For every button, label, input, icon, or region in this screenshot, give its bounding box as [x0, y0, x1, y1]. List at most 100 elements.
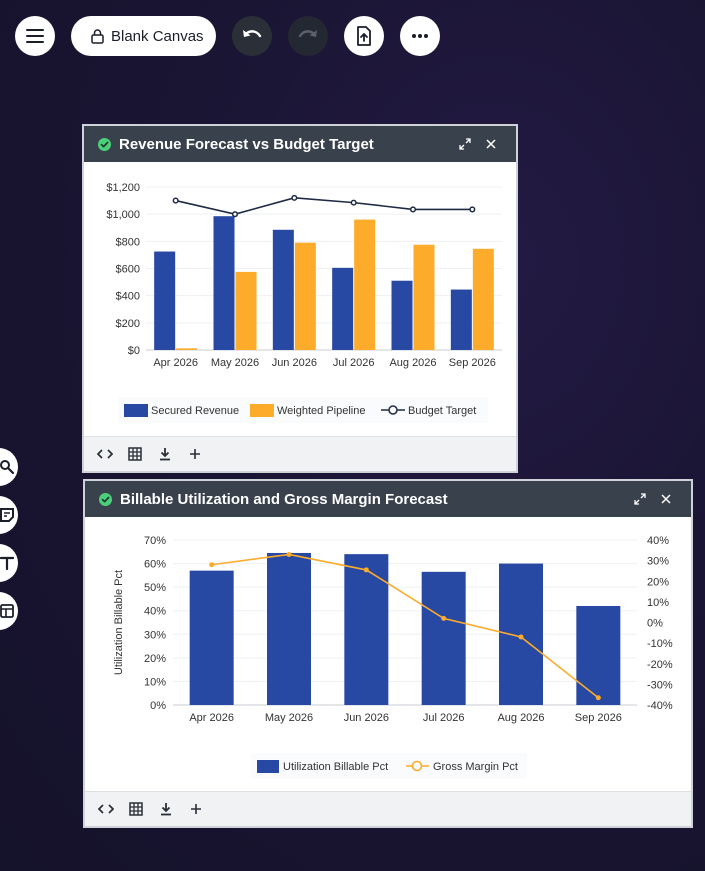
sticky-note-tool-button[interactable]	[0, 496, 18, 534]
search-tool-button[interactable]	[0, 448, 18, 486]
legend-swatch-gross-margin-point	[411, 760, 423, 772]
menu-icon	[26, 29, 44, 43]
legend-box	[118, 397, 488, 423]
download-icon	[160, 448, 170, 461]
budget-target-point	[291, 194, 298, 201]
code-view-button[interactable]	[97, 800, 115, 818]
secured-revenue-bar	[450, 289, 472, 350]
budget-target-point	[469, 206, 476, 213]
y-tick-label: 10%	[144, 676, 166, 688]
utilization-chart: 0% 10% 20% 30% 40% 50% 60% 70% -40% -30% -20% -10% 0…	[113, 535, 673, 779]
x-tick-label: May 2026	[211, 357, 259, 369]
gross-margin-line	[211, 553, 599, 699]
check-circle-icon	[99, 492, 112, 506]
search-icon	[0, 460, 14, 474]
download-button[interactable]	[157, 800, 175, 818]
redo-button[interactable]	[288, 16, 328, 56]
close-button[interactable]	[653, 494, 679, 504]
table-view-button[interactable]	[126, 445, 144, 463]
table-view-button[interactable]	[127, 800, 145, 818]
budget-target-line	[175, 197, 473, 215]
code-view-button[interactable]	[96, 445, 114, 463]
secured-revenue-bar	[332, 267, 354, 350]
card-header[interactable]: Billable Utilization and Gross Margin Fo…	[85, 481, 691, 517]
expand-button[interactable]	[452, 138, 478, 150]
legend-label: Utilization Billable Pct	[283, 761, 388, 773]
y-tick-label: 50%	[144, 582, 166, 594]
card-header[interactable]: Revenue Forecast vs Budget Target	[84, 126, 516, 162]
gross-margin-point	[441, 615, 447, 621]
add-button[interactable]	[187, 800, 205, 818]
add-icon	[190, 449, 200, 459]
expand-icon	[634, 493, 646, 505]
text-tool-button[interactable]	[0, 544, 18, 582]
secured-revenue-bar	[391, 280, 413, 350]
legend-swatch-budget-target-point	[388, 405, 398, 415]
y2-tick-label: 40%	[647, 535, 669, 547]
undo-icon	[243, 30, 262, 38]
legend-box	[251, 753, 527, 779]
export-button[interactable]	[344, 16, 384, 56]
y-tick-label: 70%	[144, 535, 166, 547]
canvas-name-button[interactable]: Blank Canvas	[71, 16, 216, 56]
budget-target-point	[231, 211, 239, 218]
budget-target-point	[350, 199, 357, 206]
x-tick-label: Sep 2026	[575, 712, 622, 724]
check-circle-icon	[98, 137, 111, 151]
gross-margin-point	[363, 567, 369, 573]
y-tick-label: $600	[116, 264, 140, 276]
add-icon	[191, 804, 201, 814]
y-tick-label: $1,200	[106, 182, 140, 194]
utilization-bar	[344, 554, 389, 705]
y2-tick-label: 10%	[647, 597, 669, 609]
y-tick-label: $200	[116, 318, 140, 330]
menu-button[interactable]	[15, 16, 55, 56]
more-options-button[interactable]	[400, 16, 440, 56]
y-tick-label: 30%	[144, 629, 166, 641]
y-tick-label: 20%	[144, 653, 166, 665]
card-toolbar	[84, 436, 516, 471]
layout-tool-button[interactable]	[0, 592, 18, 630]
y2-tick-label: -10%	[647, 638, 673, 650]
expand-icon	[459, 138, 471, 150]
download-button[interactable]	[156, 445, 174, 463]
table-icon	[128, 447, 142, 461]
legend-swatch-secured-revenue	[124, 404, 148, 417]
table-icon	[129, 802, 143, 816]
undo-button[interactable]	[232, 16, 272, 56]
weighted-pipeline-bar	[472, 248, 494, 350]
close-icon	[661, 494, 671, 504]
canvas-name-label: Blank Canvas	[111, 27, 204, 45]
code-icon	[97, 449, 113, 459]
legend-label: Secured Revenue	[151, 405, 239, 417]
layout-icon	[0, 604, 14, 618]
y2-tick-label: -20%	[647, 659, 673, 671]
revenue-chart: $0 $200 $400 $600 $800 $1,000 $1,200 Apr 2026 Ma…	[106, 182, 502, 423]
expand-button[interactable]	[627, 493, 653, 505]
close-button[interactable]	[478, 139, 504, 149]
gross-margin-point	[595, 695, 601, 701]
legend-swatch-utilization	[257, 760, 279, 773]
y-tick-label: 0%	[150, 700, 166, 712]
legend-swatch-weighted-pipeline	[250, 404, 274, 417]
x-tick-label: Jun 2026	[344, 712, 389, 724]
y2-tick-label: 30%	[647, 556, 669, 568]
y-tick-label: $800	[116, 236, 140, 248]
legend-label: Weighted Pipeline	[277, 405, 365, 417]
add-button[interactable]	[186, 445, 204, 463]
y2-tick-label: 0%	[647, 618, 663, 630]
card-title: Revenue Forecast vs Budget Target	[119, 135, 374, 153]
card-title: Billable Utilization and Gross Margin Fo…	[120, 490, 448, 508]
utilization-bar	[576, 606, 621, 705]
revenue-forecast-card[interactable]: Revenue Forecast vs Budget Target $0 $200…	[82, 124, 518, 473]
budget-target-point	[409, 206, 417, 213]
sticky-note-icon	[0, 508, 14, 522]
x-tick-label: Aug 2026	[497, 712, 544, 724]
utilization-margin-card[interactable]: Billable Utilization and Gross Margin Fo…	[83, 479, 693, 828]
y-tick-label: 40%	[144, 606, 166, 618]
export-icon	[357, 26, 371, 46]
y2-tick-label: -40%	[647, 700, 673, 712]
x-tick-label: Apr 2026	[153, 357, 198, 369]
weighted-pipeline-bar	[413, 244, 435, 350]
secured-revenue-bar	[154, 251, 176, 350]
